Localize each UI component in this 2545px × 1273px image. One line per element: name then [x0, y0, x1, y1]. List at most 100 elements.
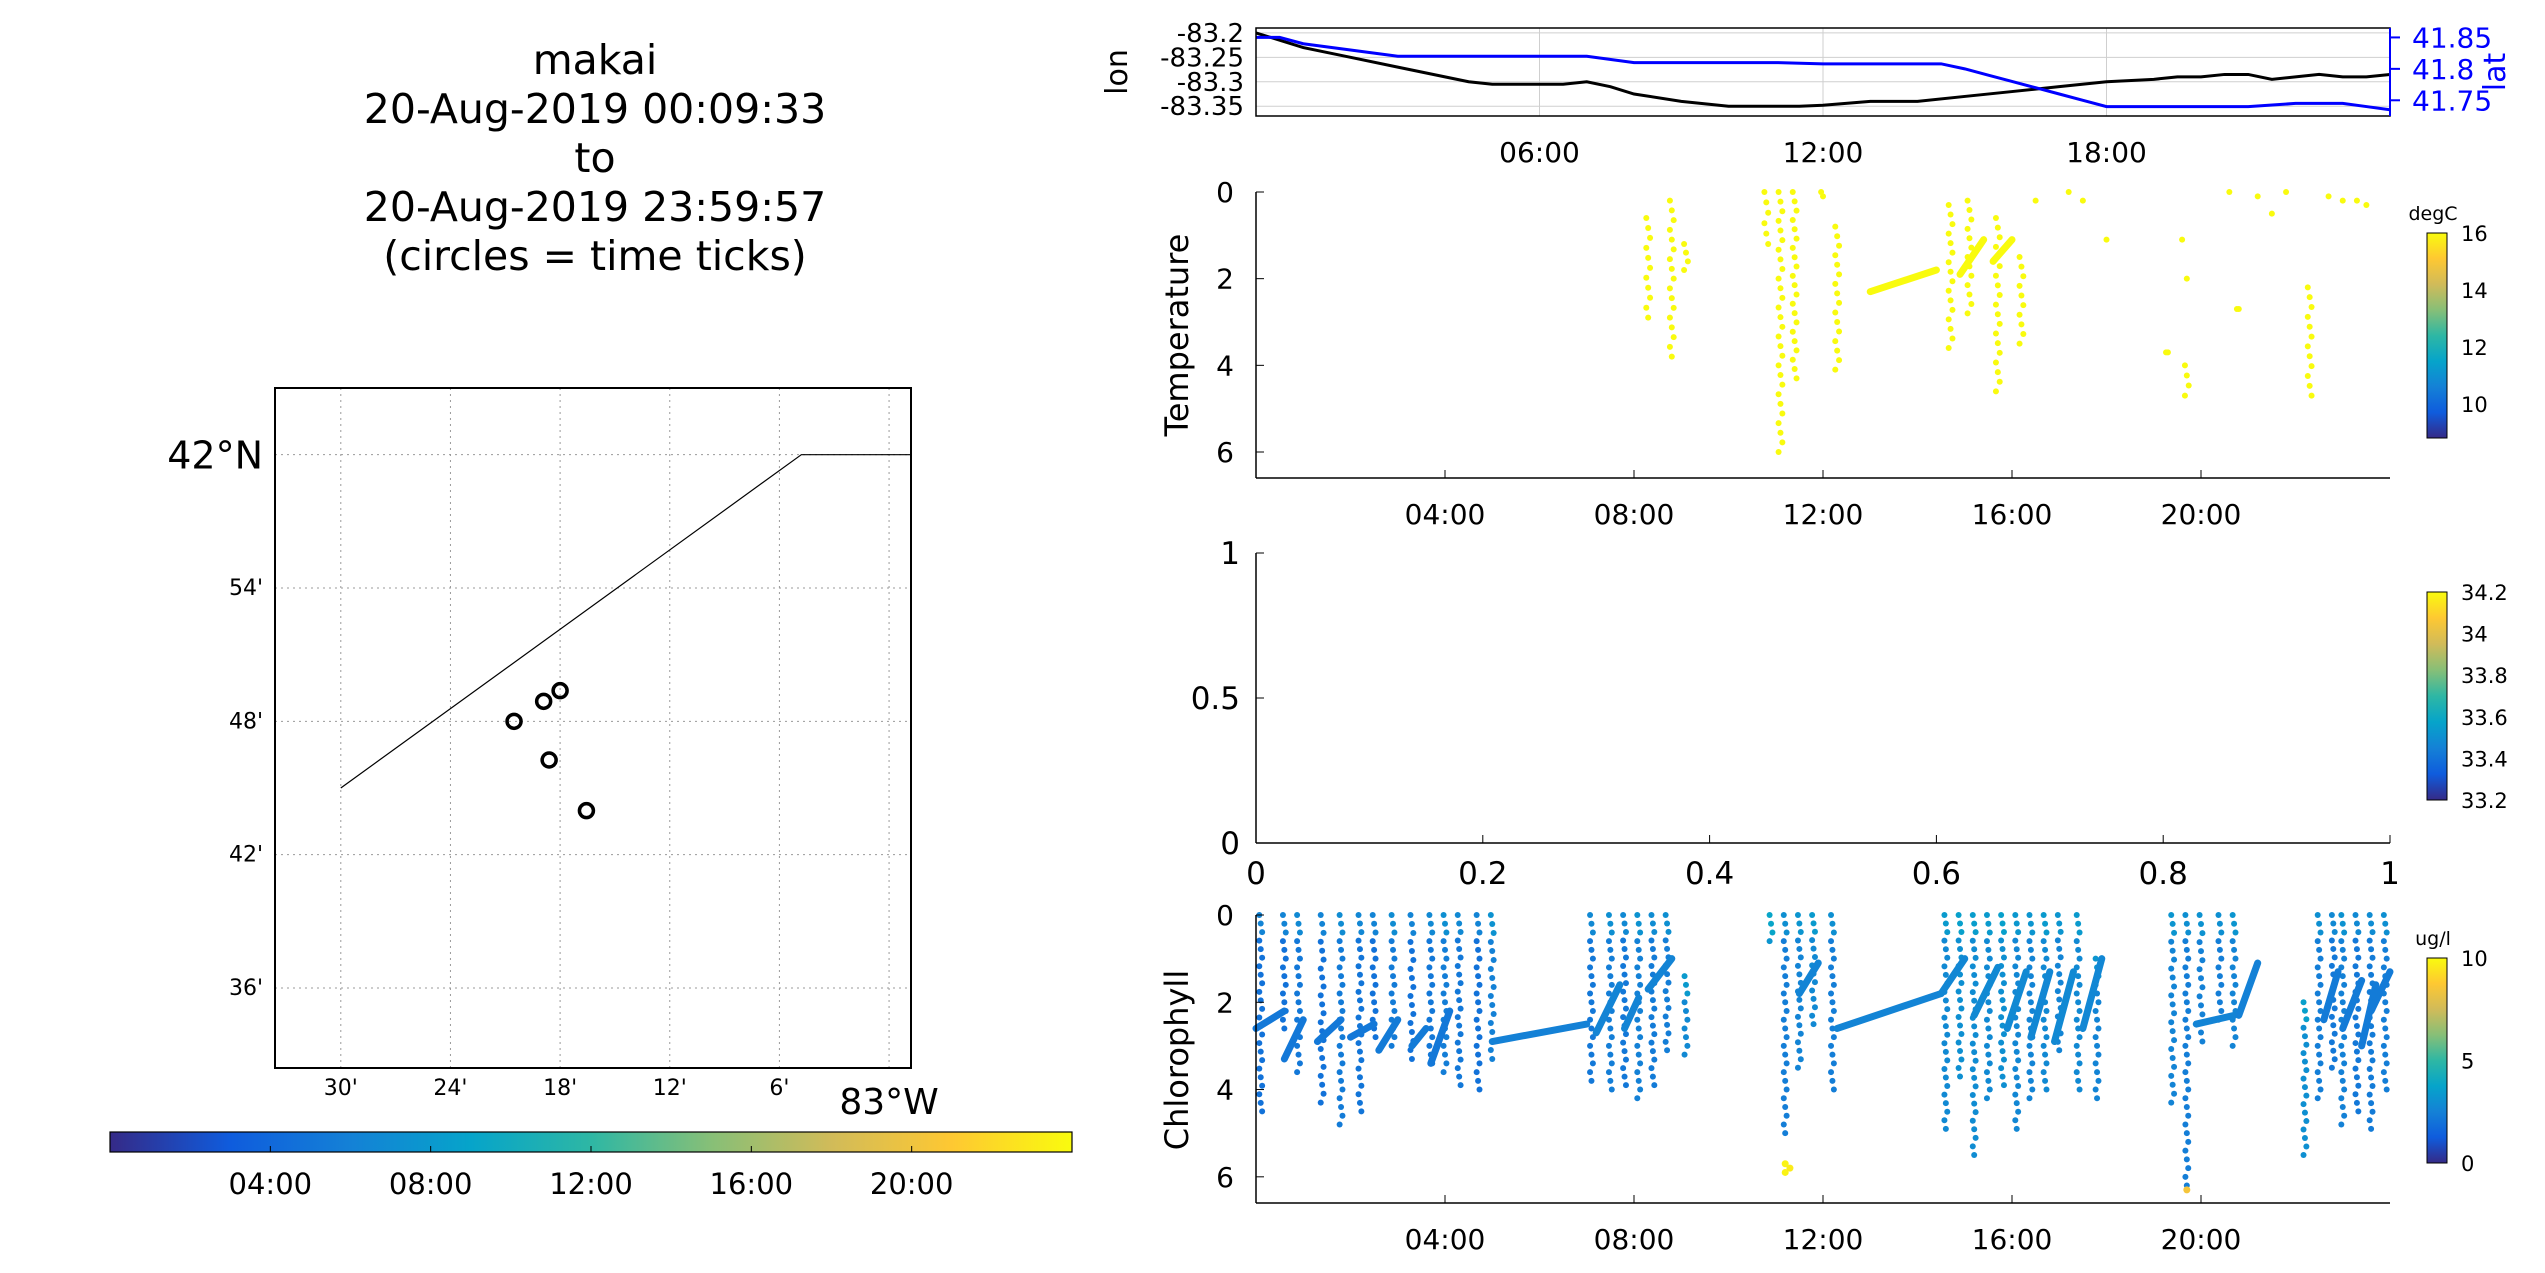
chlorophyll-point — [2369, 1083, 2376, 1090]
chlorophyll-point — [2182, 990, 2189, 997]
temperature-point — [1643, 215, 1650, 221]
chlorophyll-point — [1681, 973, 1688, 980]
lonlat-right-tick-label: 41.85 — [2412, 21, 2492, 54]
chlorophyll-point — [1476, 981, 1483, 988]
chlorophyll-point — [1371, 920, 1378, 927]
chlorophyll-point — [1338, 1077, 1345, 1084]
chlorophyll-point — [1620, 963, 1627, 970]
chlorophyll-point — [1829, 946, 1836, 953]
chlorophyll-point — [2026, 938, 2033, 945]
chlorophyll-point — [1944, 1083, 1951, 1090]
chlorophyll-point — [1969, 1040, 1976, 1047]
chlorophyll-point — [2368, 920, 2375, 927]
temperature-point — [1668, 324, 1675, 331]
chlorophyll-point — [1473, 1016, 1480, 1023]
chlorophyll-point — [1372, 1034, 1379, 1041]
chlorophyll-point — [1440, 938, 1447, 945]
chlorophyll-point — [2168, 992, 2175, 999]
temperature-point — [1791, 254, 1798, 261]
chlorophyll-point — [2043, 1086, 2050, 1093]
temperature-axis-label: Temperature — [1158, 234, 1196, 438]
chlorophyll-point — [2339, 1104, 2346, 1110]
chlorophyll-point — [1456, 971, 1463, 978]
chlorophyll-point — [2232, 929, 2239, 936]
map-time-tick-circle — [540, 751, 558, 769]
chlorophyll-segment — [1313, 1016, 1345, 1046]
chlorophyll-point — [2000, 1082, 2007, 1089]
chlorophyll-point — [1475, 973, 1482, 980]
chlorophyll-point — [1369, 938, 1376, 945]
chlorophyll-point — [2168, 965, 2175, 972]
temperature-point — [1668, 295, 1675, 302]
chlorophyll-point — [1457, 1082, 1464, 1089]
chlorophyll-point — [1664, 945, 1671, 952]
chlorophyll-point — [2218, 929, 2225, 936]
chlorophyll-point — [1476, 1008, 1483, 1014]
chlorophyll-point — [1339, 1008, 1346, 1014]
chlorophyll-point — [2076, 1060, 2083, 1067]
chlorophyll-point — [1319, 1001, 1326, 1008]
chlorophyll-point — [2355, 1057, 2362, 1064]
chlorophyll-point — [1410, 1011, 1417, 1017]
temperature-point — [1681, 241, 1688, 247]
chlorophyll-point — [1442, 973, 1448, 980]
chlorophyll-point — [1282, 955, 1289, 962]
chlorophyll-point — [1797, 1056, 1804, 1063]
salinity-colorbar-tick-label: 34 — [2461, 623, 2488, 647]
chlorophyll-point — [1454, 1039, 1461, 1046]
chlorophyll-point — [1684, 1042, 1691, 1049]
chlorophyll-point — [2095, 999, 2102, 1006]
chlorophyll-point — [1588, 999, 1595, 1006]
temperature-point — [1775, 246, 1782, 253]
chlorophyll-point — [1681, 1025, 1688, 1032]
chlorophyll-point — [1338, 1104, 1345, 1110]
temperature-point — [1775, 391, 1782, 398]
chlorophyll-point — [2352, 963, 2359, 970]
chlorophyll-point — [1782, 920, 1789, 927]
chlorophyll-point — [1410, 930, 1417, 936]
chlorophyll-point — [1355, 1040, 1362, 1047]
chlorophyll-point — [1983, 1095, 1990, 1102]
chlorophyll-point — [1440, 990, 1447, 997]
chlorophyll-point — [2382, 946, 2389, 953]
chlorophyll-point — [1637, 1086, 1644, 1093]
chlorophyll-point — [1256, 1091, 1263, 1098]
temperature-point — [1996, 378, 2003, 385]
chlorophyll-point — [1443, 955, 1450, 962]
chlorophyll-point — [1768, 920, 1775, 927]
chlorophyll-point — [1294, 1069, 1301, 1076]
chlorophyll-point — [2301, 1109, 2308, 1116]
temperature-point — [1834, 347, 1841, 354]
chlorophyll-point — [1783, 955, 1790, 962]
chlorophyll-point — [2300, 1050, 2307, 1057]
chlorophyll-point — [2338, 1069, 2345, 1076]
chlorophyll-point — [1442, 946, 1448, 953]
chlorophyll-point — [2232, 1034, 2239, 1041]
chlorophyll-point — [1295, 1051, 1302, 1058]
chlorophyll-point — [1664, 1021, 1671, 1028]
temperature-point — [1777, 256, 1784, 263]
temperature-point — [1779, 323, 1786, 330]
chlorophyll-point — [2169, 1028, 2176, 1035]
temperature-point — [2016, 340, 2023, 347]
chlorophyll-point — [2380, 912, 2387, 918]
chlorophyll-point — [2182, 1069, 2189, 1076]
chlorophyll-point — [1426, 990, 1433, 997]
chlorophyll-point — [1986, 1008, 1993, 1014]
chlorophyll-point — [1427, 999, 1434, 1006]
temperature-point — [1647, 234, 1654, 241]
temperature-point — [2306, 382, 2313, 389]
temperature-point — [1968, 272, 1975, 279]
chlorophyll-point — [1649, 1022, 1656, 1029]
chlorophyll-point — [1780, 938, 1787, 945]
chlorophyll-point — [2366, 1040, 2373, 1047]
chlorophyll-point — [1969, 989, 1976, 996]
chlorophyll-point — [2301, 1007, 2308, 1014]
chlorophyll-point — [1972, 954, 1979, 961]
chlorophyll-point — [1589, 1008, 1596, 1014]
chlorophyll-point — [1999, 1073, 2006, 1080]
chlorophyll-point — [2185, 1165, 2192, 1172]
chlorophyll-point — [1429, 955, 1436, 962]
chlorophyll-point — [2382, 1077, 2389, 1084]
chlorophyll-point — [2026, 1095, 2033, 1102]
